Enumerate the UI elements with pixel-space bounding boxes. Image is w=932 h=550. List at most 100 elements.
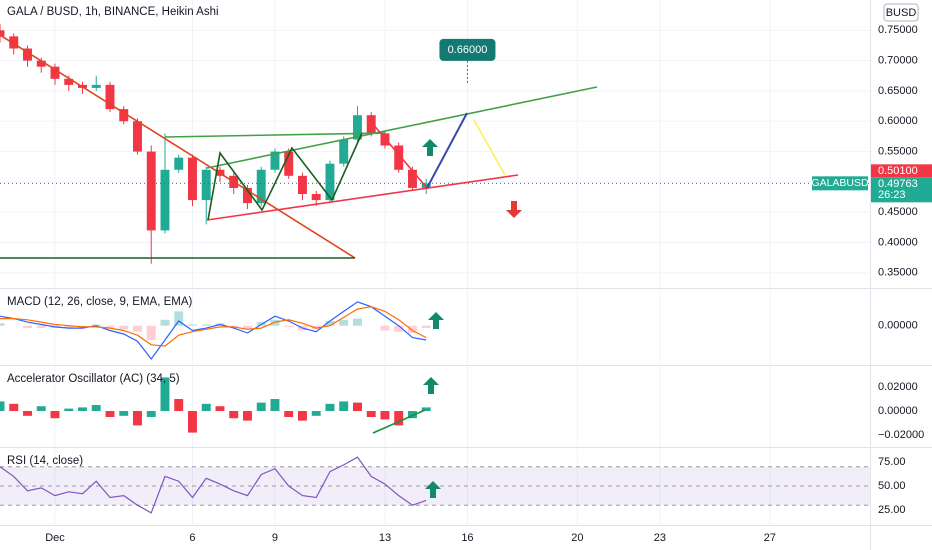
oscillator-bar — [133, 411, 142, 426]
oscillator-bar — [50, 411, 60, 419]
macd-line — [0, 306, 427, 347]
oscillator-bar — [36, 406, 46, 412]
histogram-bar — [394, 325, 404, 332]
countdown: 26:23 — [878, 189, 906, 201]
candle-body — [270, 151, 280, 170]
candle-body — [297, 175, 307, 195]
y-tick-label: 50.00 — [878, 480, 906, 492]
projection — [426, 112, 468, 189]
histogram-bar — [380, 325, 390, 331]
x-tick-label: 23 — [654, 532, 666, 544]
oscillator-bar — [0, 401, 5, 412]
arrow-up — [428, 312, 444, 329]
x-tick-label: 6 — [189, 532, 195, 544]
candle-body — [352, 115, 362, 140]
x-tick-label: 13 — [379, 532, 391, 544]
projection — [371, 122, 428, 189]
trend-line — [0, 34, 356, 259]
zigzag — [207, 132, 363, 221]
labels: 0.350000.400000.450000.500000.550000.600… — [7, 6, 932, 544]
oscillator-bar — [91, 405, 101, 412]
y-tick-label: 0.00000 — [878, 320, 918, 332]
candle-body — [105, 84, 115, 110]
currency[interactable]: BUSD — [886, 7, 917, 19]
oscillator-bar — [394, 411, 404, 426]
y-tick-label: 0.00000 — [878, 405, 918, 417]
candle-body — [407, 169, 417, 188]
histogram-bar — [36, 325, 46, 329]
oscillator-bar — [270, 399, 280, 412]
oscillator-bar — [243, 411, 252, 421]
histogram-bar — [284, 325, 294, 327]
histogram-bar — [133, 325, 142, 332]
oscillator-bar — [229, 411, 239, 419]
oscillator-bar — [201, 403, 211, 412]
y-tick-label: 0.35000 — [878, 267, 918, 279]
oscillator-bar — [421, 407, 431, 412]
histogram-bar — [325, 320, 335, 326]
candle-body — [146, 151, 156, 231]
oscillator-bar — [188, 411, 197, 433]
oscillator-bar — [311, 411, 321, 416]
drawings — [0, 34, 598, 434]
candle-body — [9, 36, 19, 49]
oscillator-bar — [23, 411, 32, 416]
trend-line — [164, 132, 386, 138]
price-line-label: 0.50100 — [878, 165, 918, 177]
candle-body — [119, 109, 129, 122]
y-tick-label: 0.40000 — [878, 236, 918, 248]
arrows — [422, 139, 522, 498]
x-tick-label: 9 — [272, 532, 278, 544]
y-tick-label: 0.45000 — [878, 206, 918, 218]
y-tick-label: 0.02000 — [878, 381, 918, 393]
oscillator-bar — [174, 399, 184, 412]
symbol-label: GALABUSD — [811, 177, 869, 189]
arrow-up — [422, 139, 438, 156]
oscillator-bar — [380, 411, 390, 420]
candle-body — [50, 66, 60, 79]
last-price-box — [871, 177, 932, 203]
annotation-box — [439, 38, 496, 61]
panel-title: Accelerator Oscillator (AC) (34, 5) — [7, 373, 180, 385]
candle-body — [339, 139, 349, 164]
panel-title: MACD (12, 26, close, 9, EMA, EMA) — [7, 296, 193, 308]
candle-body — [133, 121, 142, 152]
oscillator-bar — [256, 402, 266, 412]
y-tick-label: 25.00 — [878, 504, 906, 516]
y-tick-label: 0.70000 — [878, 55, 918, 67]
x-tick-label: 20 — [571, 532, 583, 544]
price-line-box — [871, 164, 932, 178]
oscillator-bar — [352, 402, 362, 412]
candle-body — [366, 115, 376, 134]
oscillator-bar — [297, 411, 307, 421]
annotation-label: 0.66000 — [448, 44, 488, 56]
y-tick-label: 0.60000 — [878, 115, 918, 127]
x-tick-label: Dec — [45, 532, 65, 544]
oscillator-bar — [339, 401, 349, 412]
oscillator-bar — [119, 411, 129, 416]
oscillator-bar — [78, 407, 87, 412]
candle-body — [91, 84, 101, 88]
histogram-bar — [160, 319, 170, 326]
candle-body — [174, 157, 184, 170]
last-price-label: 0.49763 — [878, 178, 918, 190]
arrow-up — [423, 377, 439, 394]
candle-body — [325, 163, 335, 201]
candle-body — [311, 194, 321, 201]
oscillator-bar — [9, 403, 19, 412]
panel-title: GALA / BUSD, 1h, BINANCE, Heikin Ashi — [7, 6, 219, 18]
trend-line — [372, 409, 426, 434]
histogram-bar — [146, 325, 156, 340]
oscillator-bar — [160, 377, 170, 412]
candle-body — [188, 157, 197, 201]
histogram-bar — [407, 325, 417, 333]
histogram-bar — [0, 323, 5, 326]
histogram-bar — [339, 319, 349, 326]
candle-body — [64, 78, 74, 85]
oscillator-bar — [146, 411, 156, 418]
oscillator-bar — [284, 411, 294, 418]
currency-box[interactable] — [883, 3, 919, 22]
candle-body — [256, 169, 266, 204]
y-tick-label: −0.02000 — [878, 429, 924, 441]
